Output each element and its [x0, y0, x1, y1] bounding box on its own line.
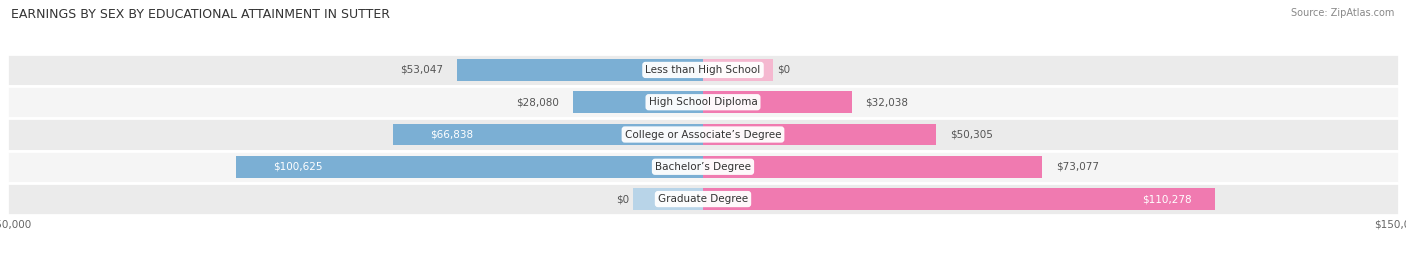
- Text: $73,077: $73,077: [1056, 162, 1099, 172]
- Bar: [703, 59, 773, 81]
- Text: $0: $0: [616, 194, 628, 204]
- Text: $110,278: $110,278: [1142, 194, 1191, 204]
- Text: $100,625: $100,625: [273, 162, 323, 172]
- Bar: [703, 156, 1042, 178]
- Text: Source: ZipAtlas.com: Source: ZipAtlas.com: [1291, 8, 1395, 18]
- Bar: [703, 123, 936, 146]
- Bar: [633, 188, 703, 210]
- Bar: [392, 123, 703, 146]
- Bar: [703, 188, 1215, 210]
- Bar: [7, 118, 1399, 151]
- Text: $32,038: $32,038: [866, 97, 908, 107]
- Text: $0: $0: [778, 65, 790, 75]
- Bar: [457, 59, 703, 81]
- Text: EARNINGS BY SEX BY EDUCATIONAL ATTAINMENT IN SUTTER: EARNINGS BY SEX BY EDUCATIONAL ATTAINMEN…: [11, 8, 391, 21]
- Text: Bachelor’s Degree: Bachelor’s Degree: [655, 162, 751, 172]
- Bar: [7, 86, 1399, 118]
- Text: $53,047: $53,047: [399, 65, 443, 75]
- Bar: [7, 151, 1399, 183]
- Text: Less than High School: Less than High School: [645, 65, 761, 75]
- Text: $28,080: $28,080: [516, 97, 558, 107]
- Text: Graduate Degree: Graduate Degree: [658, 194, 748, 204]
- Bar: [572, 91, 703, 113]
- Text: High School Diploma: High School Diploma: [648, 97, 758, 107]
- Text: $50,305: $50,305: [950, 129, 993, 140]
- Bar: [703, 91, 852, 113]
- Text: $66,838: $66,838: [430, 129, 474, 140]
- Text: College or Associate’s Degree: College or Associate’s Degree: [624, 129, 782, 140]
- Bar: [236, 156, 703, 178]
- Bar: [7, 54, 1399, 86]
- Bar: [7, 183, 1399, 215]
